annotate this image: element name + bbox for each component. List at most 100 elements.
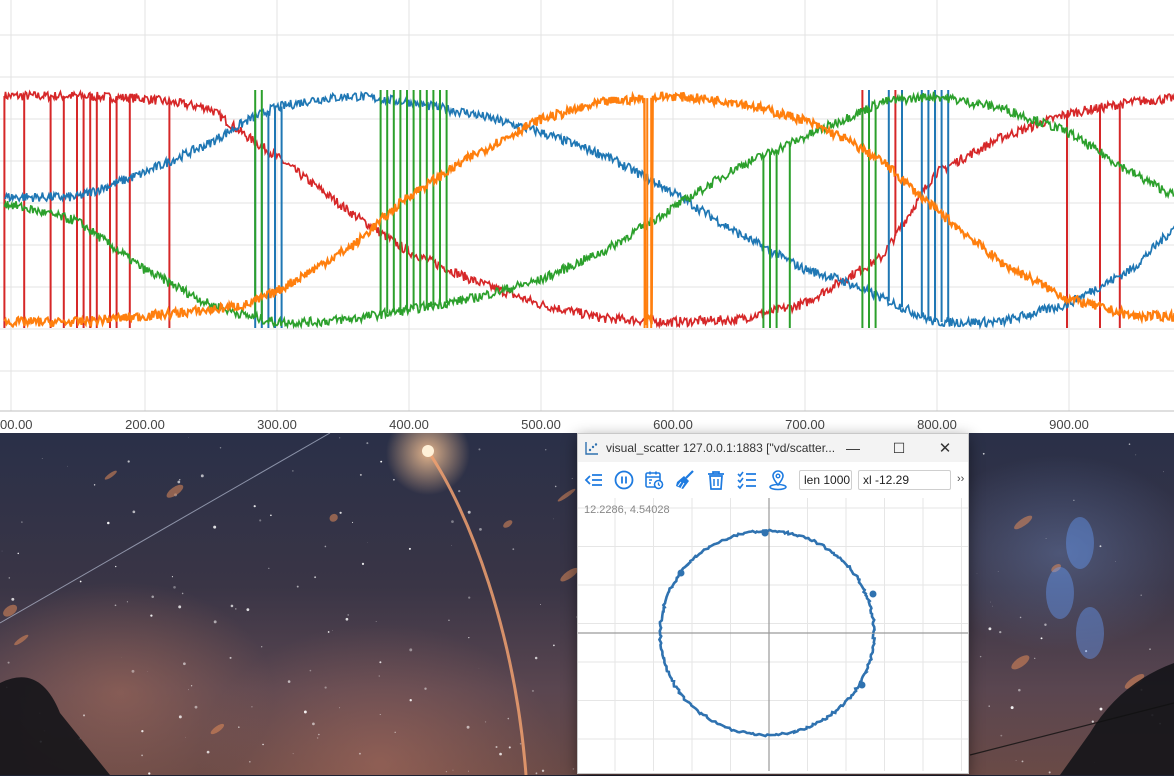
star <box>424 688 426 690</box>
star <box>220 447 221 448</box>
star <box>1129 443 1131 445</box>
star <box>254 505 256 507</box>
star <box>9 577 11 579</box>
star <box>297 586 299 588</box>
scatter-plot-svg <box>578 498 968 771</box>
star <box>238 726 240 728</box>
collapse-left-icon[interactable] <box>581 467 607 493</box>
comet-head <box>422 445 434 457</box>
star <box>1046 538 1047 539</box>
star <box>367 542 368 543</box>
star <box>347 614 348 615</box>
x-tick-label: 00.00 <box>0 417 33 432</box>
close-button[interactable]: ✕ <box>922 434 968 462</box>
star <box>2 551 3 552</box>
location-pin-icon-glyph <box>767 469 789 491</box>
star <box>553 519 554 520</box>
star <box>545 449 546 450</box>
star <box>179 715 182 718</box>
ember <box>1012 513 1034 531</box>
star <box>314 576 316 578</box>
scatter-plot-area[interactable]: 12.2286, 4.54028 <box>578 498 968 771</box>
star <box>8 662 10 664</box>
glow-blob <box>1076 607 1104 659</box>
star <box>251 706 252 707</box>
star <box>339 437 340 438</box>
star <box>980 656 981 657</box>
location-pin-icon[interactable] <box>765 467 791 493</box>
star <box>201 474 204 477</box>
star <box>536 772 538 774</box>
calendar-clock-icon[interactable] <box>641 467 667 493</box>
star <box>127 601 128 602</box>
star <box>288 680 291 683</box>
series-line <box>4 92 1174 327</box>
star <box>310 670 312 672</box>
star <box>246 608 249 611</box>
x-tick-label: 400.00 <box>389 417 429 432</box>
star <box>535 657 538 660</box>
star <box>11 598 14 601</box>
trash-icon[interactable] <box>703 467 729 493</box>
star <box>207 751 210 754</box>
star <box>1092 720 1094 722</box>
ember <box>502 519 514 530</box>
broom-icon[interactable] <box>672 467 698 493</box>
star <box>292 470 293 471</box>
series-line <box>4 93 1174 327</box>
star <box>213 526 216 529</box>
star <box>1100 545 1102 547</box>
calendar-clock-icon-glyph <box>643 469 665 491</box>
xl-field[interactable]: xl -12.29 <box>858 470 951 490</box>
checklist-icon[interactable] <box>734 467 760 493</box>
maximize-button[interactable]: ☐ <box>876 434 922 462</box>
window-titlebar[interactable]: visual_scatter 127.0.0.1:1883 ["vd/scatt… <box>578 434 968 462</box>
star <box>1135 455 1136 456</box>
visual-scatter-window[interactable]: visual_scatter 127.0.0.1:1883 ["vd/scatt… <box>577 433 969 774</box>
star <box>496 746 498 748</box>
glow-blob <box>1066 517 1094 569</box>
star <box>214 620 217 623</box>
broom-icon-glyph <box>674 469 696 491</box>
star <box>1049 771 1051 773</box>
star <box>366 442 368 444</box>
scatter-cluster <box>678 570 685 577</box>
minimize-button[interactable]: — <box>830 434 876 462</box>
star <box>999 631 1001 633</box>
x-tick-label: 200.00 <box>125 417 165 432</box>
pause-icon[interactable] <box>611 467 637 493</box>
star <box>173 586 176 589</box>
star <box>380 461 382 463</box>
star <box>191 685 192 686</box>
star <box>150 615 152 617</box>
star <box>107 522 109 524</box>
series-line <box>4 92 1174 326</box>
scatter-cluster <box>870 591 877 598</box>
trash-icon-glyph <box>705 469 727 491</box>
len-field[interactable]: len 1000 <box>799 470 852 490</box>
star <box>332 630 333 631</box>
star <box>1041 637 1043 639</box>
star <box>1044 624 1046 626</box>
star <box>195 706 198 709</box>
star <box>360 474 362 476</box>
star <box>478 448 480 450</box>
star <box>133 510 136 513</box>
star <box>80 581 82 583</box>
star <box>532 690 534 692</box>
star <box>185 737 186 738</box>
star <box>94 484 95 485</box>
star <box>573 768 575 770</box>
star <box>468 597 470 599</box>
collapse-left-icon-glyph <box>583 469 605 491</box>
star <box>1000 735 1002 737</box>
star <box>317 737 318 738</box>
ember <box>165 482 186 500</box>
star <box>988 627 991 630</box>
star <box>520 743 522 745</box>
toolbar-overflow-button[interactable]: ›› <box>957 473 964 485</box>
star <box>507 718 509 720</box>
star <box>42 458 43 459</box>
star <box>340 512 342 514</box>
star <box>346 618 349 621</box>
